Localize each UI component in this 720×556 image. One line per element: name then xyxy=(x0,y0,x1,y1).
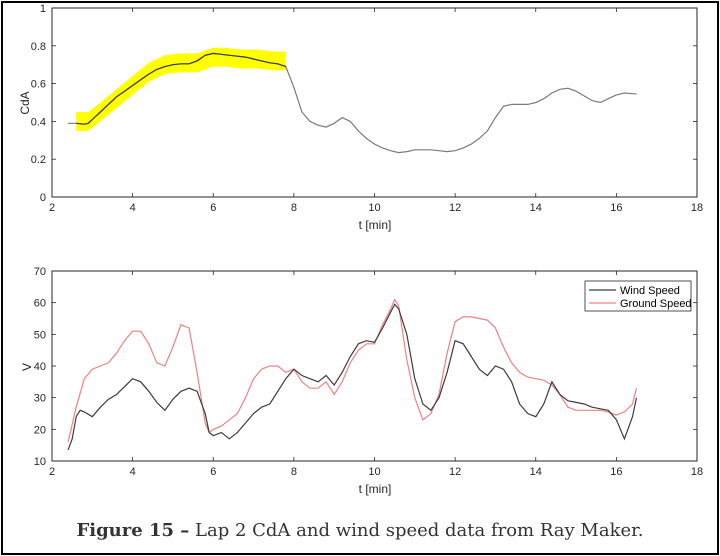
x-tick-label: 8 xyxy=(291,202,297,214)
caption-text: Lap 2 CdA and wind speed data from Ray M… xyxy=(195,520,644,541)
x-tick-label: 2 xyxy=(49,466,55,478)
x-tick-label: 2 xyxy=(49,202,55,214)
y-tick-label: 40 xyxy=(34,361,46,373)
x-tick-label: 16 xyxy=(610,202,622,214)
y-tick-label: 0.4 xyxy=(31,116,46,128)
x-tick-label: 6 xyxy=(210,202,216,214)
wind-speed-line xyxy=(67,303,638,451)
cda-y-axis-label: CdA xyxy=(18,91,32,114)
speed-series-group xyxy=(67,298,638,451)
cda-x-ticks: 2 4 6 8 10 12 14 16 18 xyxy=(49,8,703,214)
legend-label-ground-speed: Ground Speed xyxy=(620,298,692,310)
speed-x-axis-label: t [min] xyxy=(359,482,392,496)
x-tick-label: 6 xyxy=(210,466,216,478)
speed-y-ticks: 10 20 30 40 50 60 70 xyxy=(34,266,697,468)
legend: Wind Speed Ground Speed xyxy=(584,280,692,312)
x-tick-label: 12 xyxy=(449,466,461,478)
x-tick-label: 12 xyxy=(449,202,461,214)
y-tick-label: 70 xyxy=(34,266,46,278)
cda-highlight-line xyxy=(76,52,286,125)
x-tick-label: 4 xyxy=(130,202,136,214)
speed-x-ticks: 2 4 6 8 10 12 14 16 18 xyxy=(49,271,703,478)
cda-x-axis-label: t [min] xyxy=(359,218,392,232)
x-tick-label: 18 xyxy=(691,202,703,214)
y-tick-label: 0.6 xyxy=(31,79,46,91)
x-tick-label: 4 xyxy=(130,466,136,478)
legend-box xyxy=(584,280,692,312)
cda-series-group xyxy=(68,52,637,154)
y-tick-label: 20 xyxy=(34,424,46,436)
y-tick-label: 1 xyxy=(40,3,46,15)
x-tick-label: 16 xyxy=(610,466,622,478)
speed-y-axis-label: V xyxy=(20,363,34,371)
y-tick-label: 0.2 xyxy=(31,154,46,166)
x-tick-label: 10 xyxy=(368,466,380,478)
x-tick-label: 8 xyxy=(291,466,297,478)
y-tick-label: 50 xyxy=(34,329,46,341)
x-tick-label: 14 xyxy=(530,202,542,214)
x-tick-label: 18 xyxy=(691,466,703,478)
cda-y-ticks: 0 0.2 0.4 0.6 0.8 1 xyxy=(31,3,697,204)
y-tick-label: 10 xyxy=(34,456,46,468)
caption-label: Figure 15 – xyxy=(76,520,190,541)
y-tick-label: 60 xyxy=(34,298,46,310)
y-tick-label: 30 xyxy=(34,393,46,405)
figure-caption: Figure 15 – Lap 2 CdA and wind speed dat… xyxy=(0,520,720,541)
x-tick-label: 10 xyxy=(368,202,380,214)
x-tick-label: 14 xyxy=(530,466,542,478)
y-tick-label: 0.8 xyxy=(31,41,46,53)
y-tick-label: 0 xyxy=(40,192,46,204)
ground-speed-line xyxy=(67,298,638,443)
legend-label-wind-speed: Wind Speed xyxy=(620,285,680,297)
cda-plot-area xyxy=(51,7,698,198)
cda-chart: 2 4 6 8 10 12 14 16 18 0 0.2 0.4 0.6 0.8 1 t [min] Cd… xyxy=(18,3,703,232)
